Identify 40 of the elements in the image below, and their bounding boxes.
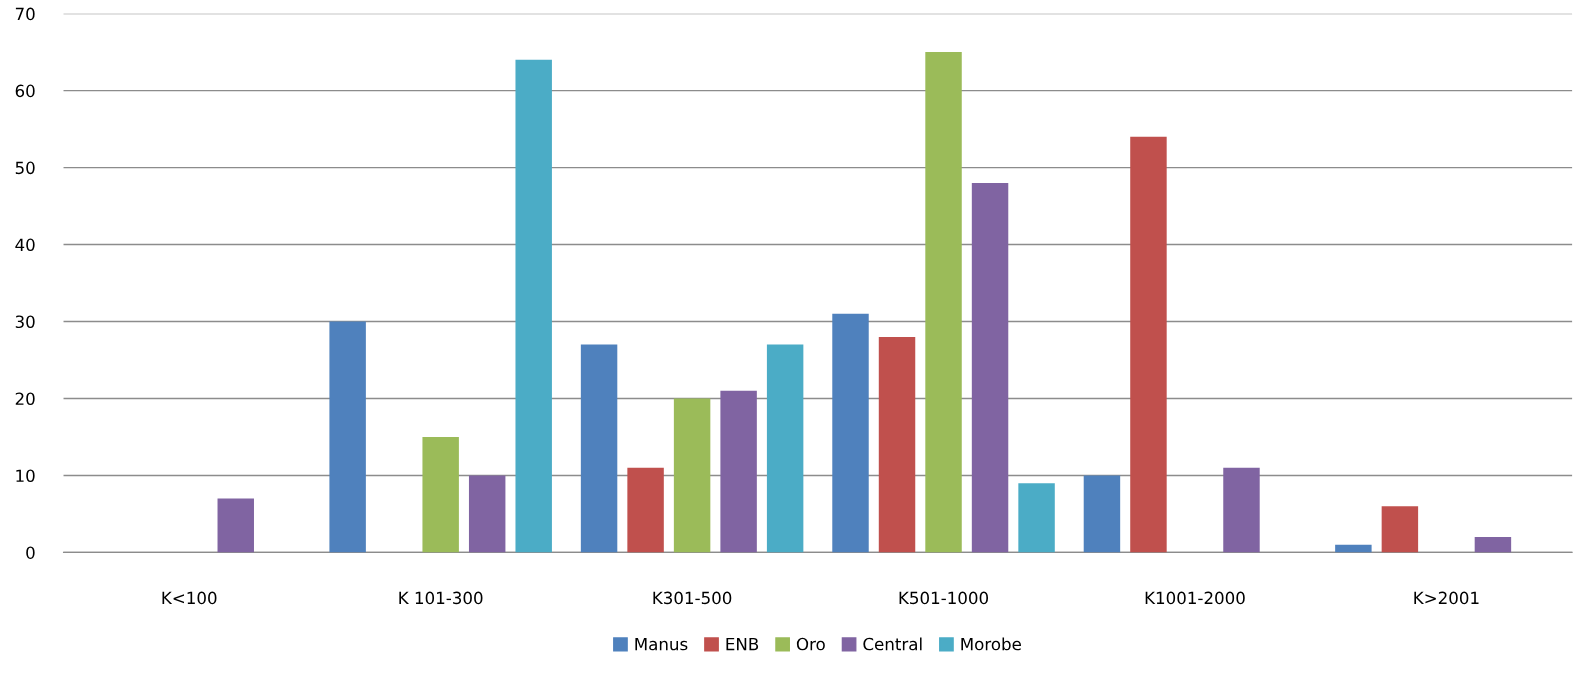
bar — [1474, 537, 1512, 553]
bar — [971, 182, 1009, 553]
y-tick-label: 30 — [15, 315, 35, 329]
bar — [329, 321, 366, 553]
bar — [925, 52, 962, 553]
bar — [1130, 136, 1167, 553]
bar — [1083, 475, 1121, 553]
bar — [422, 436, 459, 553]
y-tick-label: 70 — [15, 7, 35, 21]
bar — [627, 467, 664, 553]
x-tick-label: K501-1000 — [899, 591, 989, 605]
bar — [580, 344, 618, 553]
x-tick-label: K<100 — [162, 591, 217, 605]
y-tick-label: 10 — [16, 469, 35, 483]
bar — [1018, 483, 1055, 553]
legend-label: Manus — [635, 637, 688, 651]
legend-label: Oro — [796, 637, 825, 651]
x-tick-label: K1001-2000 — [1145, 591, 1245, 605]
bar — [832, 313, 869, 553]
bar — [720, 390, 757, 553]
y-tick-label: 0 — [26, 546, 35, 559]
y-tick-label: 40 — [15, 238, 35, 252]
x-tick-label: K>2001 — [1414, 591, 1479, 605]
bar — [673, 398, 711, 553]
x-tick-label: K 101-300 — [399, 591, 483, 605]
y-tick-label: 50 — [15, 161, 35, 175]
bar — [878, 336, 916, 553]
bar — [1223, 467, 1260, 553]
legend-label: ENB — [726, 637, 759, 651]
legend-label: Morobe — [961, 637, 1021, 651]
legend-label: Central — [863, 637, 922, 651]
bar — [515, 59, 552, 553]
bar — [217, 498, 254, 553]
bar — [766, 344, 804, 553]
y-tick-label: 20 — [15, 392, 35, 406]
bar — [468, 475, 506, 553]
bar — [1381, 506, 1419, 553]
bar — [1335, 544, 1372, 553]
y-tick-label: 60 — [15, 84, 35, 98]
x-tick-label: K301-500 — [653, 591, 732, 605]
